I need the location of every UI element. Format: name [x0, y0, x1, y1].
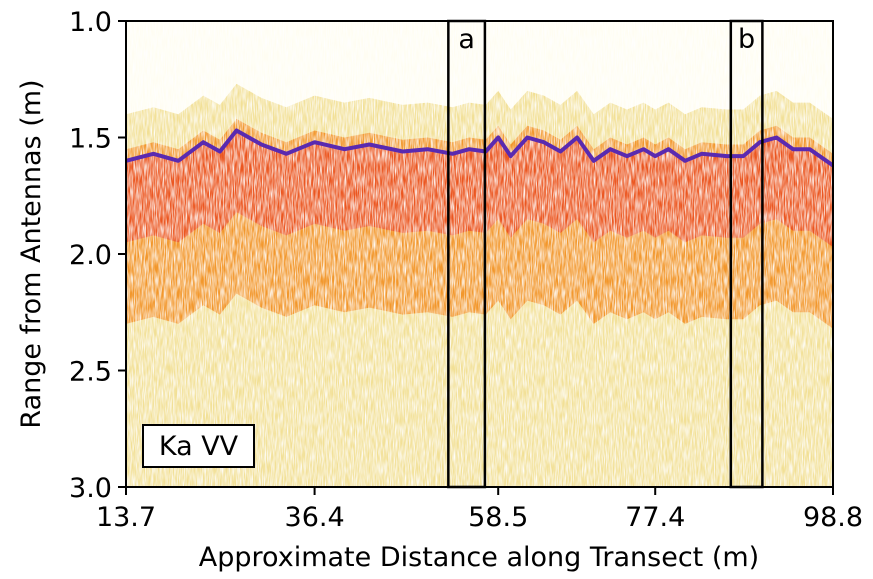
annotation-label-a: a	[458, 24, 475, 55]
speckle-texture	[126, 21, 833, 487]
y-axis-label: Range from Antennas (m)	[16, 79, 47, 428]
x-tick-label: 77.4	[625, 502, 685, 533]
x-tick-label: 13.7	[96, 502, 156, 533]
polarization-label: Ka VV	[159, 431, 239, 462]
annotation-label-b: b	[738, 24, 755, 55]
y-tick-label: 2.5	[69, 357, 112, 388]
y-tick-label: 1.0	[69, 7, 112, 38]
y-tick-label: 1.5	[69, 124, 112, 155]
x-tick-label: 36.4	[285, 502, 345, 533]
x-axis-label: Approximate Distance along Transect (m)	[199, 542, 759, 573]
x-tick-label: 58.5	[468, 502, 528, 533]
y-tick-label: 2.0	[69, 240, 112, 271]
y-tick-label: 3.0	[69, 473, 112, 504]
surface-reflection-line	[126, 128, 833, 168]
x-tick-label: 98.8	[803, 502, 863, 533]
polarization-label-box: Ka VV	[142, 424, 255, 468]
